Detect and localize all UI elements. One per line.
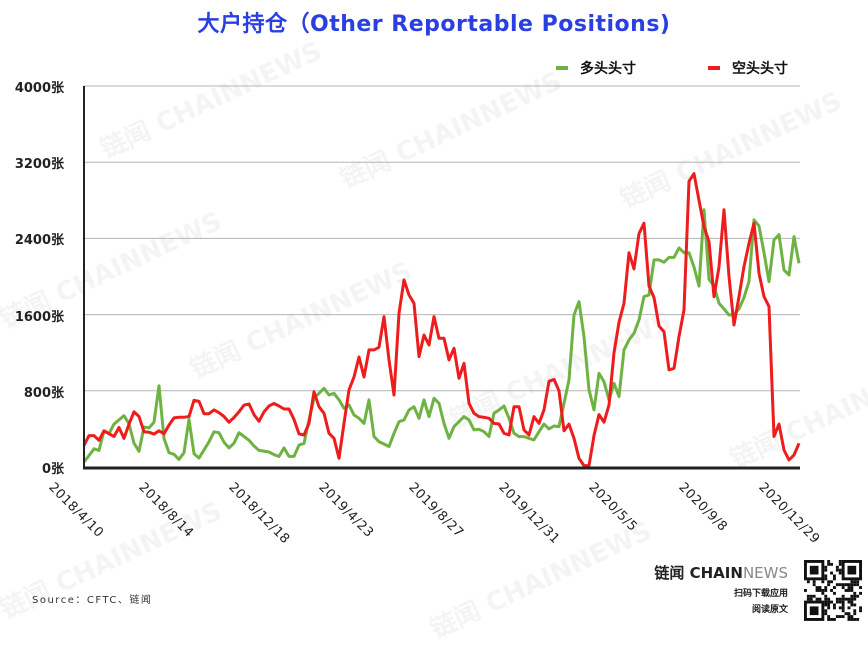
legend-item-long: 多头头寸 [556, 58, 636, 78]
y-tick-label: 800张 [23, 385, 64, 401]
qr-finder-pattern [809, 565, 819, 575]
line-chart [82, 85, 801, 470]
legend-swatch-short [708, 66, 720, 70]
y-tick-label: 3200张 [14, 157, 64, 173]
legend-label-short: 空头头寸 [732, 61, 788, 77]
y-tick-label: 2400张 [14, 233, 64, 249]
brand-logo: 链闻 CHAINNEWS 扫码下载应用 阅读原文 [652, 562, 788, 615]
qr-code[interactable] [804, 560, 862, 622]
brand-cn: 链闻 [654, 564, 690, 582]
y-tick-label: 4000张 [14, 81, 64, 96]
qr-finder-pattern [809, 606, 819, 616]
source-note: Source：CFTC、链闻 [32, 595, 153, 606]
y-tick-label: 0张 [41, 462, 64, 477]
brand-bold: CHAIN [689, 564, 743, 582]
legend-swatch-long [556, 66, 568, 70]
series-line-long [82, 208, 801, 463]
qr-finder-pattern [847, 565, 857, 575]
legend-label-long: 多头头寸 [580, 61, 636, 77]
y-tick-label: 1600张 [14, 309, 64, 325]
legend-item-short: 空头头寸 [708, 58, 788, 78]
download-app-text: 扫码下载应用 [733, 589, 788, 599]
chart-title: 大户持仓（Other Reportable Positions) [197, 12, 671, 37]
brand-light: NEWS [742, 564, 788, 582]
series-line-short [82, 172, 801, 468]
read-original-text: 阅读原文 [751, 605, 788, 615]
